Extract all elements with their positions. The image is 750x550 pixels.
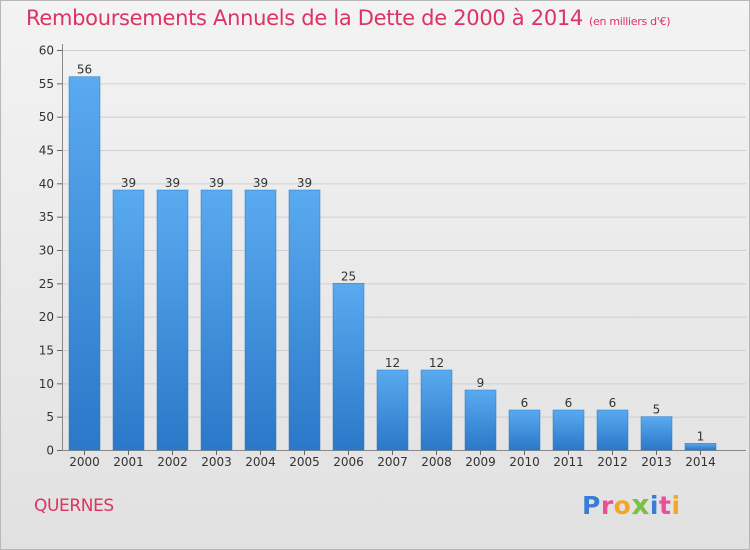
- brand-letter: r: [600, 491, 614, 520]
- data-label: 9: [477, 376, 485, 390]
- brand-letter: P: [582, 491, 601, 520]
- y-tick-label: 55: [39, 77, 54, 91]
- y-tick-label: 20: [39, 310, 54, 324]
- data-label: 39: [209, 176, 224, 190]
- data-label: 39: [121, 176, 136, 190]
- bar[interactable]: [244, 189, 277, 451]
- bar[interactable]: [112, 189, 145, 451]
- chart-title-text: Remboursements Annuels de la Dette de 20…: [26, 6, 583, 30]
- brand-letter: x: [631, 488, 650, 521]
- y-tick-label: 60: [39, 44, 54, 58]
- y-tick-label: 35: [39, 210, 54, 224]
- data-label: 6: [565, 396, 573, 410]
- data-label: 6: [521, 396, 529, 410]
- y-tick-label: 5: [46, 410, 54, 424]
- x-tick-label: 2008: [421, 455, 452, 469]
- data-label: 12: [429, 356, 444, 370]
- x-tick-label: 2003: [201, 455, 232, 469]
- x-tick-label: 2009: [465, 455, 496, 469]
- y-tick-label: 10: [39, 377, 54, 391]
- x-tick-label: 2001: [113, 455, 144, 469]
- data-label: 25: [341, 269, 356, 283]
- data-label: 39: [165, 176, 180, 190]
- y-tick-label: 15: [39, 344, 54, 358]
- data-label: 6: [609, 396, 617, 410]
- proxiti-logo[interactable]: Proxiti: [582, 488, 681, 521]
- data-label: 12: [385, 356, 400, 370]
- bar[interactable]: [200, 189, 233, 451]
- bar[interactable]: [464, 389, 497, 451]
- bars: [68, 76, 717, 451]
- y-tick-label: 0: [46, 444, 54, 458]
- x-tick-label: 2007: [377, 455, 408, 469]
- y-tick-label: 40: [39, 177, 54, 191]
- bar[interactable]: [376, 369, 409, 451]
- x-tick-label: 2005: [289, 455, 320, 469]
- data-labels: 56 39 39 39 39 39 25 12 12 9 6 6 6 5 1: [77, 63, 704, 444]
- chart-unit-note: (en milliers d'€): [589, 15, 671, 28]
- bar[interactable]: [156, 189, 189, 451]
- y-tick-label: 25: [39, 277, 54, 291]
- bar[interactable]: [420, 369, 453, 451]
- data-label: 39: [253, 176, 268, 190]
- brand-letter: o: [613, 491, 632, 520]
- data-label: 56: [77, 63, 92, 77]
- bar[interactable]: [332, 283, 365, 451]
- bar[interactable]: [596, 409, 629, 451]
- x-tick-label: 2013: [641, 455, 672, 469]
- bar[interactable]: [508, 409, 541, 451]
- brand-letter: i: [671, 491, 681, 520]
- chart-title: Remboursements Annuels de la Dette de 20…: [26, 6, 670, 30]
- x-tick-label: 2010: [509, 455, 540, 469]
- x-tick-label: 2006: [333, 455, 364, 469]
- y-tick-label: 50: [39, 110, 54, 124]
- bar[interactable]: [288, 189, 321, 451]
- bar[interactable]: [552, 409, 585, 451]
- data-label: 39: [297, 176, 312, 190]
- bar[interactable]: [640, 416, 673, 451]
- x-tick-label: 2000: [69, 455, 100, 469]
- x-tick-label: 2004: [245, 455, 276, 469]
- brand-letter: t: [659, 491, 672, 520]
- x-tick-label: 2014: [685, 455, 716, 469]
- data-label: 5: [653, 403, 661, 417]
- x-tick-label: 2002: [157, 455, 188, 469]
- y-tick-label: 30: [39, 244, 54, 258]
- y-tick-label: 45: [39, 144, 54, 158]
- bar[interactable]: [684, 443, 717, 451]
- brand-letter: i: [649, 491, 659, 520]
- x-tick-label: 2012: [597, 455, 628, 469]
- bar[interactable]: [68, 76, 101, 451]
- x-tick-label: 2011: [553, 455, 584, 469]
- commune-name: QUERNES: [34, 496, 114, 516]
- data-label: 1: [697, 429, 705, 443]
